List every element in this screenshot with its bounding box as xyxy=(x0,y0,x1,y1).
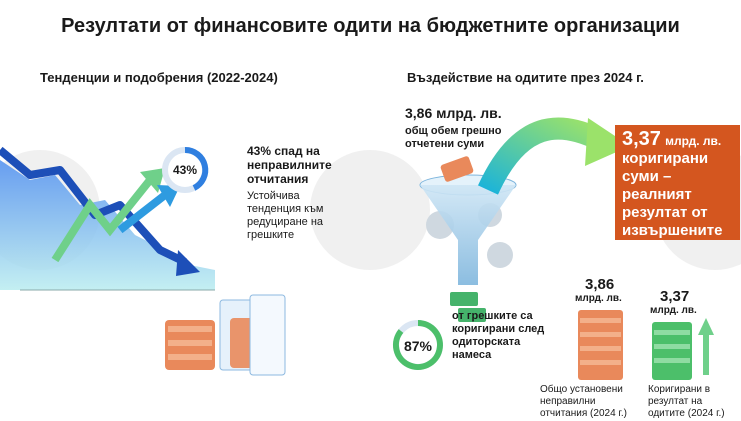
funnel xyxy=(419,117,630,322)
highlight-unit: млрд. лв. xyxy=(665,134,722,148)
total-amount: 3,86 млрд. лв. xyxy=(405,105,502,121)
ring-87-label: 87% xyxy=(403,338,433,354)
total-text: общ обем грешно отчетени суми xyxy=(405,125,502,150)
bar-stacks xyxy=(578,310,714,380)
title: Резултати от финансовите одити на бюджет… xyxy=(61,15,680,37)
ring-label: 43% xyxy=(172,163,198,177)
ring-43 xyxy=(162,146,209,193)
ring-87 xyxy=(392,320,443,370)
left-heading: Тенденции и подобрения (2022-2024) xyxy=(40,70,278,85)
highlight-text: 3,37 млрд. лв. коригирани суми – реалният… xyxy=(622,128,737,258)
trend-chart xyxy=(0,146,215,291)
bar-amount: 3,86 xyxy=(585,276,615,293)
bar-caption: Коригирани в резултат на одитите (2024 г… xyxy=(648,384,725,419)
bar-amount: 3,37 xyxy=(660,288,690,305)
highlight-amount: 3,37 xyxy=(622,128,661,150)
money-documents xyxy=(165,294,286,376)
bar-caption: Общо установени неправилни отчитания (20… xyxy=(540,384,627,419)
bar-unit: млрд. лв. xyxy=(575,293,622,304)
stat-text: Устойчива тенденция към редуциране на гр… xyxy=(247,190,324,241)
bar-unit: млрд. лв. xyxy=(650,305,697,316)
ring-87-text: от грешките са коригирани след одиторска… xyxy=(452,310,545,361)
highlight-desc: коригирани суми – реалният резултат от и… xyxy=(622,150,723,257)
stat-title: 43% спад на неправилните отчитания xyxy=(247,144,332,186)
highlight-box xyxy=(615,125,740,240)
right-heading: Въздействие на одитите през 2024 г. xyxy=(407,70,644,85)
